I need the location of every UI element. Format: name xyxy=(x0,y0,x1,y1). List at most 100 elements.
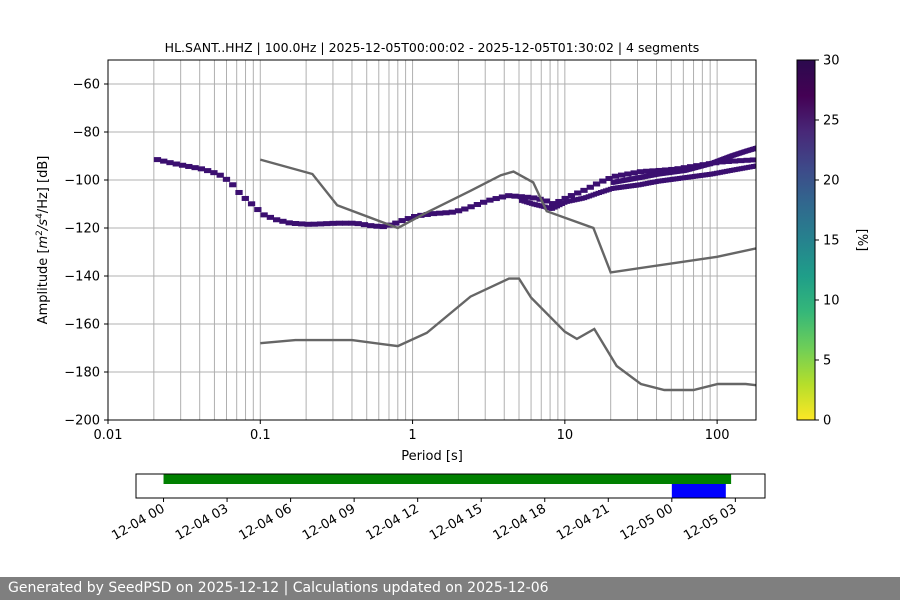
psd-cell xyxy=(672,176,677,182)
psd-cell xyxy=(486,197,494,203)
psd-cell xyxy=(590,192,595,198)
timeline-tick-label: 12-05 00 xyxy=(618,501,676,543)
psd-cell xyxy=(567,193,576,199)
psd-cell xyxy=(578,196,583,202)
psd-cell xyxy=(555,198,563,204)
psd-cell xyxy=(398,218,406,224)
psd-cell xyxy=(751,163,756,169)
psd-cell xyxy=(568,198,573,204)
colorbar-tick-label: 15 xyxy=(823,234,840,249)
footer-text: Generated by SeedPSD on 2025-12-12 | Cal… xyxy=(8,580,549,596)
y-axis-label-exp4: 4 xyxy=(35,213,45,219)
timeline-tick-label: 12-04 21 xyxy=(554,501,612,543)
psd-cell xyxy=(531,201,536,207)
colorbar-tick-label: 20 xyxy=(823,174,840,189)
psd-cell xyxy=(511,193,519,199)
psd-cell xyxy=(411,214,419,220)
psd-cell xyxy=(342,220,350,226)
psd-cell xyxy=(583,195,588,201)
psd-cell xyxy=(714,170,719,176)
x-tick-label: 10 xyxy=(557,428,574,443)
psd-cell xyxy=(530,195,538,201)
psd-cell xyxy=(721,169,726,175)
psd-cell xyxy=(560,200,565,206)
psd-cell xyxy=(367,223,375,229)
psd-cell xyxy=(528,200,533,206)
psd-cell xyxy=(649,179,654,185)
plot-background xyxy=(108,60,756,420)
psd-cell xyxy=(222,176,231,182)
psd-cell xyxy=(160,158,168,164)
psd-cell xyxy=(674,176,679,182)
timeline-tick-label: 12-04 18 xyxy=(491,501,549,543)
psd-cell xyxy=(551,205,556,211)
colorbar-gradient xyxy=(797,60,815,420)
psd-cell xyxy=(736,166,741,172)
y-tick-label: −200 xyxy=(64,414,100,429)
footer-bar: Generated by SeedPSD on 2025-12-12 | Cal… xyxy=(0,577,900,600)
psd-cell xyxy=(172,161,180,167)
psd-cell xyxy=(632,182,637,188)
psd-cell xyxy=(480,199,488,205)
psd-cell xyxy=(216,172,224,178)
psd-cell xyxy=(254,207,262,213)
psd-cell xyxy=(625,183,630,189)
psd-cell xyxy=(718,169,723,175)
timeline-tick-label: 12-04 03 xyxy=(173,501,231,543)
psd-cell xyxy=(615,185,620,191)
psd-cell xyxy=(580,187,588,193)
psd-cell xyxy=(706,171,711,177)
psd-cell xyxy=(505,193,513,199)
psd-cell xyxy=(724,158,732,164)
psd-cell xyxy=(749,157,756,163)
psd-cell xyxy=(348,220,356,226)
colorbar-tick-label: 0 xyxy=(823,414,831,429)
psd-cell xyxy=(691,173,696,179)
timeline-tick-label: 12-05 03 xyxy=(681,501,739,543)
psd-cell xyxy=(643,168,651,174)
psd-cell xyxy=(521,198,526,204)
psd-cell xyxy=(689,174,694,180)
noise-models xyxy=(259,158,756,392)
low-noise-model-line xyxy=(260,277,756,392)
psd-cell xyxy=(273,217,281,223)
psd-cell xyxy=(360,222,369,228)
psd-cell xyxy=(654,179,659,185)
timeline-panel: 12-04 00 12-04 03 12-04 06 12-04 09 12-04 12… xyxy=(109,473,766,544)
psd-cell xyxy=(536,202,541,208)
psd-cell xyxy=(684,174,689,180)
x-tick-label: 0.01 xyxy=(94,428,123,443)
plot-frame xyxy=(107,59,757,421)
psd-cell xyxy=(686,174,691,180)
psd-cell xyxy=(622,184,627,190)
psd-cell xyxy=(310,221,318,227)
psd-cell xyxy=(316,221,325,227)
colorbar-tick-label: 5 xyxy=(823,354,831,369)
psd-cell xyxy=(229,182,237,188)
psd-cell xyxy=(637,182,642,188)
psd-cell xyxy=(542,198,551,204)
psd-cell xyxy=(681,175,686,181)
psd-cell xyxy=(588,193,593,199)
colorbar-label: [%] xyxy=(854,229,869,252)
timeline-tick-label: 12-04 00 xyxy=(109,501,167,543)
psd-cell xyxy=(743,157,751,163)
y-axis-label: Amplitude [m2/s4/Hz] [dB] xyxy=(35,156,51,325)
psd-plot-area: 0.01 0.1 1 10 100 −60 −80 −100 −120 −140 −160 −180… xyxy=(64,59,757,443)
y-tick-label: −120 xyxy=(64,222,100,237)
psd-cell xyxy=(630,170,638,176)
psd-cell xyxy=(575,196,580,202)
psd-cell xyxy=(704,172,709,178)
psd-cell xyxy=(210,170,218,176)
psd-cell xyxy=(442,210,450,216)
timeline-frame xyxy=(135,473,766,499)
x-tick-label: 1 xyxy=(408,428,416,443)
psd-cell xyxy=(548,205,553,211)
psd-cell xyxy=(580,195,585,201)
y-tick-label: −80 xyxy=(73,126,100,141)
timeline-tick-label: 12-04 15 xyxy=(427,501,485,543)
psd-cell xyxy=(461,206,469,212)
psd-cell xyxy=(523,199,528,205)
psd-cell xyxy=(247,201,256,207)
psd-cell xyxy=(454,208,463,214)
